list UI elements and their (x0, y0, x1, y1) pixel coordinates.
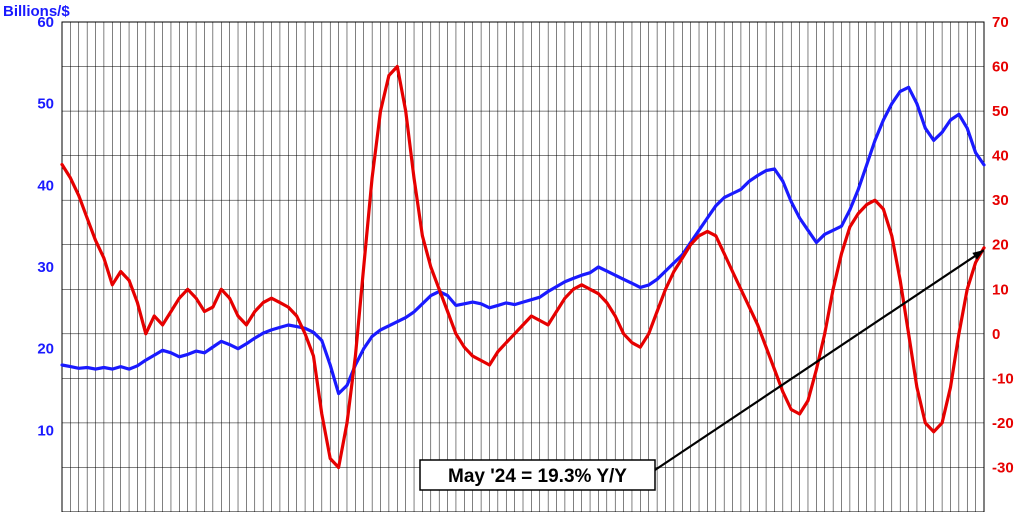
right-tick-label: 50 (992, 103, 1009, 120)
left-tick-label: 50 (37, 96, 54, 113)
right-tick-label: -30 (992, 459, 1014, 476)
annotation-text: May '24 = 19.3% Y/Y (448, 466, 627, 487)
left-tick-label: 60 (37, 14, 54, 31)
right-tick-label: 30 (992, 192, 1009, 209)
dual-axis-line-chart: Billions/$102030405060-30-20-10010203040… (0, 0, 1024, 512)
left-tick-label: 40 (37, 177, 54, 194)
left-tick-label: 30 (37, 259, 54, 276)
grid (62, 22, 984, 512)
annotation-arrow (655, 250, 984, 470)
right-tick-label: 20 (992, 237, 1009, 254)
right-tick-label: 10 (992, 281, 1009, 298)
right-tick-label: 40 (992, 148, 1009, 165)
right-tick-label: 0 (992, 326, 1000, 343)
left-tick-label: 20 (37, 341, 54, 358)
right-tick-label: -20 (992, 415, 1014, 432)
right-tick-label: 60 (992, 59, 1009, 76)
right-tick-label: -10 (992, 370, 1014, 387)
left-tick-label: 10 (37, 422, 54, 439)
right-tick-label: 70 (992, 14, 1009, 31)
